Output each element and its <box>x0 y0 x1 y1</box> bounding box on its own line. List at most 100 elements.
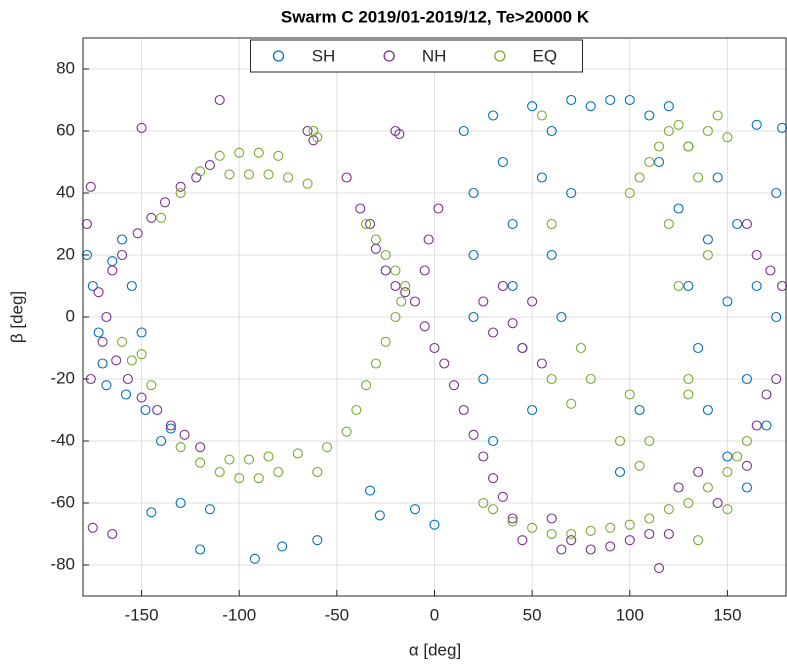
chart-title: Swarm C 2019/01-2019/12, Te>20000 K <box>281 7 590 26</box>
point <box>409 504 421 515</box>
x-tick-label: 0 <box>430 605 439 624</box>
point <box>546 513 557 524</box>
point <box>517 342 528 354</box>
point <box>468 249 479 261</box>
point <box>214 94 225 106</box>
y-tick-label: 0 <box>66 306 75 325</box>
point <box>351 404 362 416</box>
y-axis-label: β [deg] <box>7 291 26 343</box>
point <box>644 513 655 524</box>
point <box>195 166 206 177</box>
point <box>380 249 391 261</box>
point <box>497 491 508 502</box>
point <box>585 544 596 555</box>
point <box>673 203 684 214</box>
point <box>751 119 762 130</box>
x-tick-label: 100 <box>616 605 644 624</box>
point <box>263 451 274 462</box>
point <box>136 392 147 403</box>
point <box>663 218 674 230</box>
point <box>302 178 313 189</box>
point <box>771 373 782 385</box>
point <box>663 101 674 112</box>
point <box>175 442 186 453</box>
point <box>478 373 489 385</box>
legend-label: SH <box>312 46 336 65</box>
point <box>136 122 147 133</box>
point <box>374 510 385 521</box>
point <box>702 404 713 416</box>
point <box>224 169 235 180</box>
point <box>419 265 430 276</box>
point <box>712 110 723 121</box>
point <box>390 280 401 292</box>
point <box>663 504 674 515</box>
point <box>556 311 567 323</box>
point <box>712 172 723 183</box>
point <box>159 197 171 208</box>
point <box>126 355 137 366</box>
y-tick-label: -20 <box>50 368 75 387</box>
point <box>468 311 479 323</box>
point <box>654 156 665 168</box>
point <box>575 342 587 354</box>
point <box>140 404 151 416</box>
point <box>507 318 518 329</box>
point <box>429 342 440 354</box>
point <box>693 172 704 183</box>
point <box>322 442 333 453</box>
grid <box>83 38 786 596</box>
point <box>702 482 713 493</box>
point <box>527 522 538 533</box>
y-tick-label: -40 <box>50 430 75 449</box>
point <box>741 482 752 493</box>
point <box>175 497 186 509</box>
point <box>419 321 430 332</box>
point <box>507 218 518 230</box>
point <box>341 172 352 183</box>
point <box>195 442 206 453</box>
point <box>87 522 98 533</box>
point <box>390 265 401 276</box>
point <box>97 336 108 347</box>
point <box>243 169 255 180</box>
point <box>117 336 128 347</box>
point <box>273 466 284 478</box>
point <box>312 466 323 478</box>
point <box>765 265 776 276</box>
point <box>361 380 372 391</box>
point <box>214 466 225 478</box>
legend: SH NH EQ <box>250 39 583 73</box>
point <box>81 218 92 230</box>
point <box>566 94 577 106</box>
point <box>396 296 407 307</box>
point <box>741 218 752 230</box>
point <box>683 280 694 292</box>
point <box>777 280 787 292</box>
point <box>634 404 645 416</box>
point <box>458 404 469 416</box>
point <box>136 327 147 338</box>
point <box>683 389 694 400</box>
point <box>507 513 518 524</box>
point <box>111 355 122 366</box>
point <box>93 287 104 298</box>
point <box>663 528 674 540</box>
point <box>156 212 167 223</box>
x-tick-label: -50 <box>325 605 350 624</box>
legend-marker <box>272 50 285 62</box>
point <box>429 519 440 530</box>
point <box>214 150 225 161</box>
point <box>478 497 489 509</box>
point <box>365 218 376 230</box>
y-tick-label: 40 <box>56 182 75 201</box>
point <box>732 451 743 462</box>
point <box>566 535 577 546</box>
point <box>101 311 112 323</box>
point <box>468 187 479 199</box>
point <box>683 141 694 152</box>
point <box>87 280 98 292</box>
point <box>507 280 518 292</box>
point <box>122 373 133 385</box>
y-tick-label: 80 <box>56 58 75 77</box>
